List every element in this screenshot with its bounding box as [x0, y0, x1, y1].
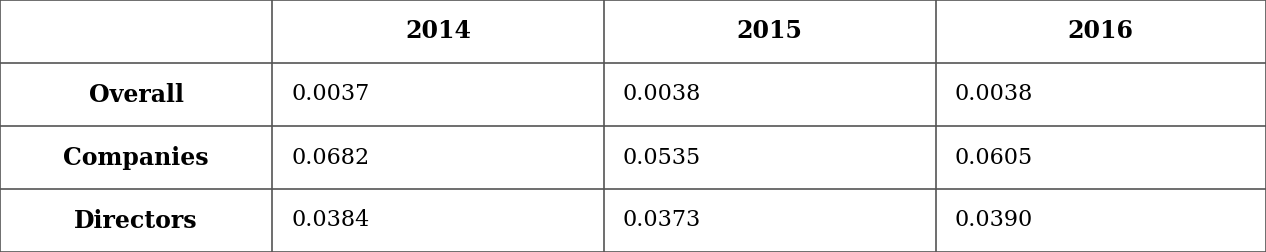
Text: 0.0373: 0.0373 — [623, 209, 701, 232]
Text: 0.0682: 0.0682 — [291, 146, 370, 169]
Text: 0.0038: 0.0038 — [623, 83, 701, 106]
Text: Companies: Companies — [63, 145, 209, 170]
Text: 0.0605: 0.0605 — [955, 146, 1033, 169]
Text: Directors: Directors — [75, 208, 197, 233]
Text: 0.0037: 0.0037 — [291, 83, 370, 106]
Text: 2014: 2014 — [405, 19, 471, 44]
Text: 0.0384: 0.0384 — [291, 209, 370, 232]
Text: 2015: 2015 — [737, 19, 803, 44]
Text: 0.0535: 0.0535 — [623, 146, 701, 169]
Text: 0.0038: 0.0038 — [955, 83, 1033, 106]
Text: 0.0390: 0.0390 — [955, 209, 1033, 232]
Text: Overall: Overall — [89, 82, 184, 107]
Text: 2016: 2016 — [1067, 19, 1134, 44]
